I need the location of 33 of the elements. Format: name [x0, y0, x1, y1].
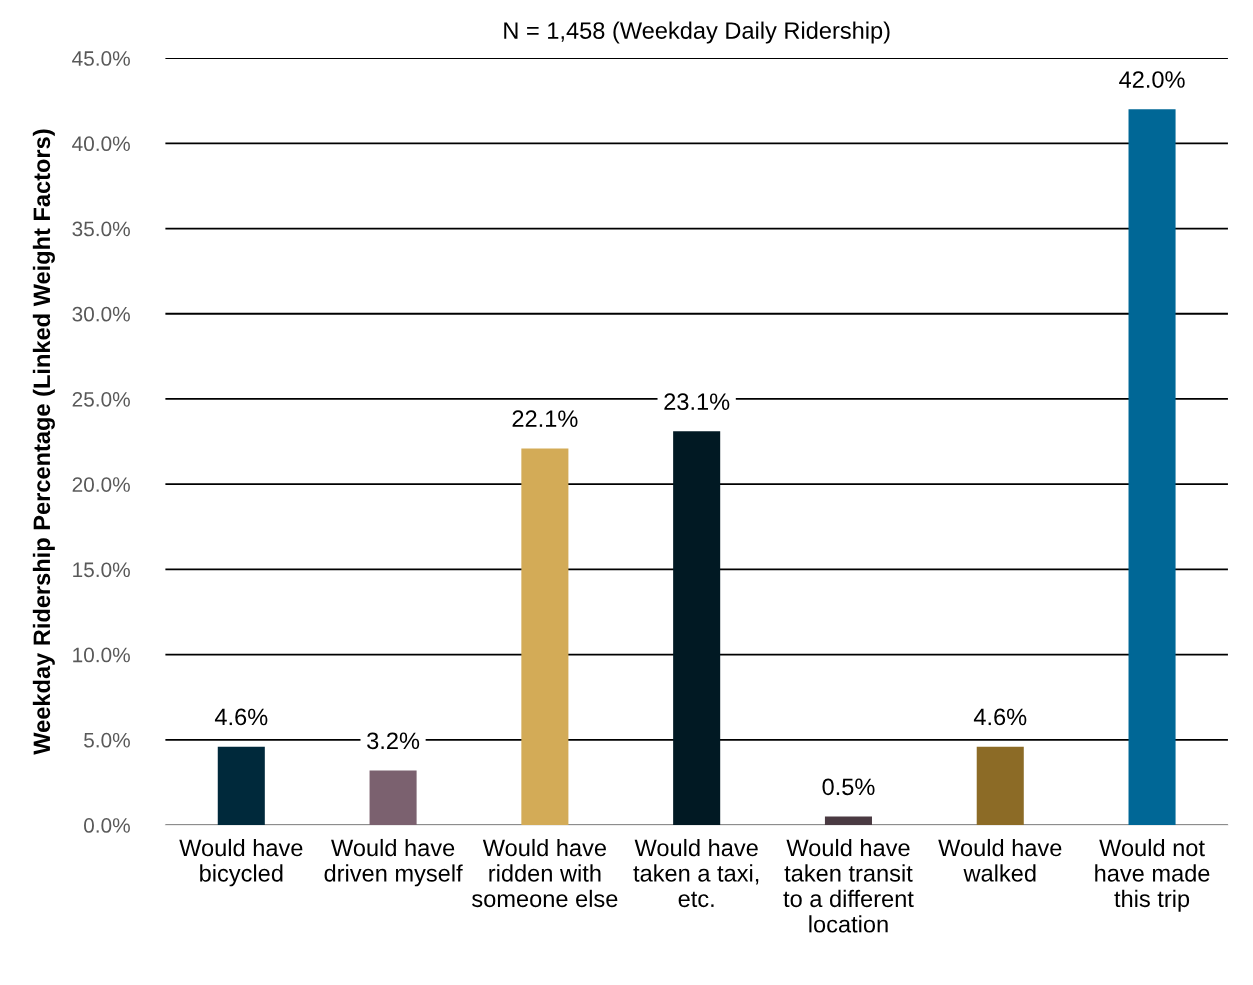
data-label: 3.2%	[367, 732, 420, 750]
y-axis-title: Weekday Ridership Percentage (Linked Weight Factors)	[32, 129, 55, 755]
chart-title: N = 1,458 (Weekday Daily Ridership)	[504, 21, 890, 44]
y-tick-label: 45.0%	[72, 51, 130, 66]
data-label: 4.6%	[973, 708, 1027, 726]
data-label: 22.1%	[512, 410, 578, 427]
y-tick-label: 25.0%	[72, 391, 130, 407]
y-tick-label: 40.0%	[72, 136, 130, 152]
y-tick-label: 35.0%	[72, 221, 130, 237]
y-tick-label: 0.0%	[84, 818, 130, 833]
x-tick-label: Would have ridden with someone else	[472, 838, 618, 908]
x-tick-label: Would have driven myself	[324, 838, 463, 887]
x-tick-label: Would have taken a taxi, etc.	[633, 838, 759, 908]
bar	[369, 770, 417, 826]
bar	[673, 431, 721, 826]
y-tick-label: 15.0%	[73, 562, 130, 578]
bar	[976, 746, 1024, 826]
bar	[217, 746, 265, 826]
data-label: 4.6%	[214, 708, 268, 726]
bar	[1128, 109, 1176, 826]
y-tick-label: 5.0%	[84, 732, 130, 748]
bar	[521, 448, 569, 826]
bar	[824, 816, 872, 826]
data-label: 42.0%	[1119, 71, 1185, 88]
y-tick-label: 20.0%	[72, 477, 130, 492]
x-tick-label: Would have taken transit to a different location	[783, 838, 914, 933]
data-label: 0.5%	[822, 778, 875, 796]
y-tick-label: 30.0%	[72, 306, 130, 322]
y-tick-label: 10.0%	[73, 647, 130, 663]
x-tick-label: Would not have made this trip	[1095, 838, 1210, 912]
x-tick-label: Would have bicycled	[179, 838, 303, 887]
x-tick-label: Would have walked	[938, 838, 1062, 882]
data-label: 23.1%	[664, 393, 730, 411]
